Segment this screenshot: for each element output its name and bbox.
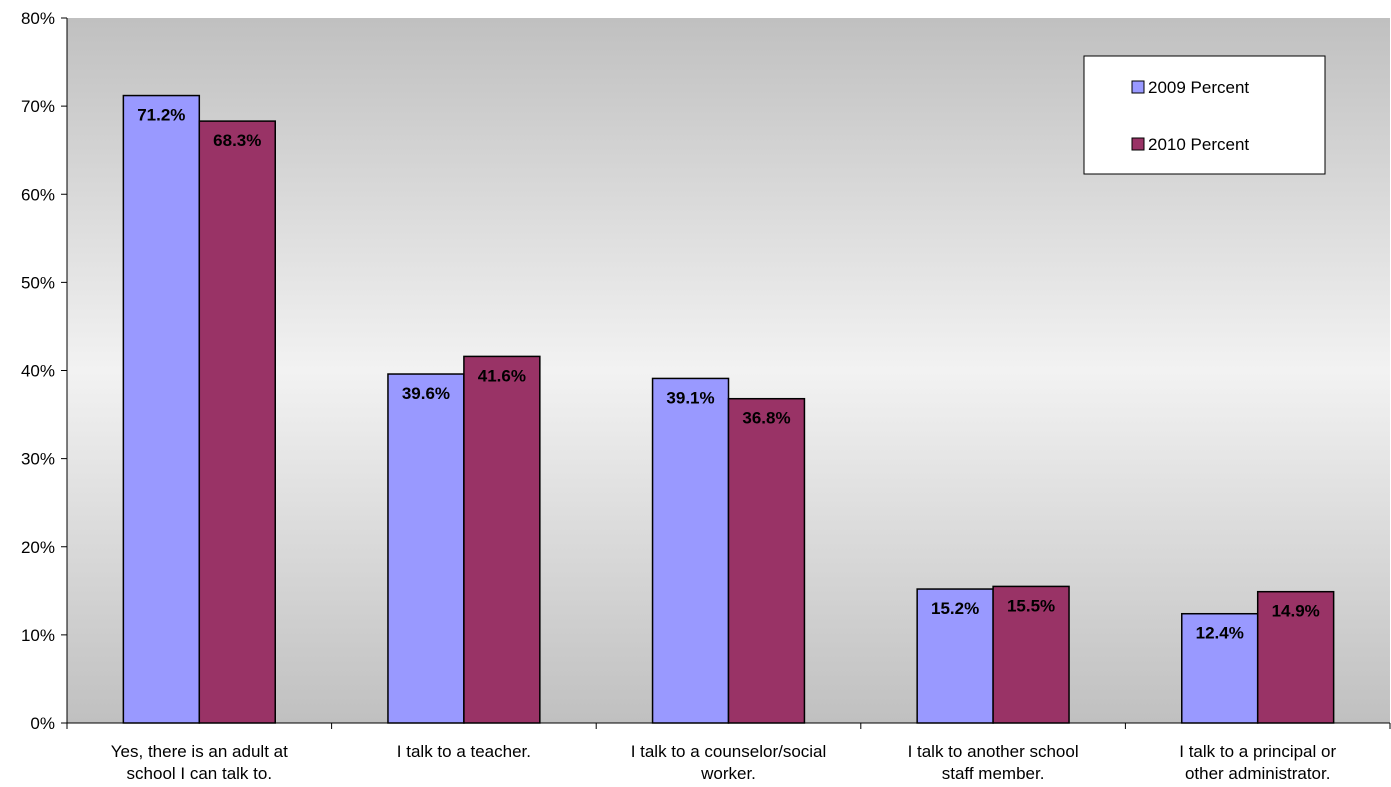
legend-label: 2010 Percent [1148,135,1249,154]
data-label: 39.1% [666,388,714,407]
bar [1181,612,1259,724]
bars-group: 71.2% 68.3% 39.6% 41.6% 39.1% 36.8% 15.2% 15.5%… [122,94,1335,724]
y-tick-label: 80% [21,9,55,28]
data-label: 14.9% [1272,602,1320,621]
legend: 2009 Percent 2010 Percent [1083,55,1326,175]
legend-swatch [1131,137,1145,151]
y-tick-label: 60% [21,185,55,204]
bar [122,94,201,724]
data-label: 15.5% [1007,596,1055,615]
data-label: 71.2% [137,106,185,125]
data-label: 41.6% [478,366,526,385]
y-tick-label: 50% [21,273,55,292]
legend-label: 2009 Percent [1148,78,1249,97]
category-label: I talk to a principal or other administra… [1179,742,1336,783]
category-label-line: I talk to a counselor/social [631,742,827,761]
data-label: 68.3% [213,131,261,150]
category-label-line: I talk to a teacher. [397,742,531,761]
category-label: I talk to another school staff member. [908,742,1079,783]
y-tick-label: 10% [21,626,55,645]
bar [651,377,730,724]
y-tick-label: 40% [21,362,55,381]
category-label-line: Yes, there is an adult at [111,742,288,761]
bar [198,120,276,724]
y-tick-label: 0% [30,714,55,733]
bar [1256,590,1335,724]
category-label: Yes, there is an adult at school I can ta… [111,742,288,783]
category-label: I talk to a counselor/social worker. [631,742,827,783]
category-label-line: other administrator. [1185,764,1331,783]
y-ticks-group: 0% 10% 20% 30% 40% 50% 60% 70% 80% [21,9,67,733]
data-label: 15.2% [931,599,979,618]
category-label: I talk to a teacher. [397,742,531,761]
bar [916,588,994,724]
y-tick-label: 20% [21,538,55,557]
bar [463,355,541,724]
data-label: 36.8% [742,409,790,428]
y-tick-label: 30% [21,450,55,469]
legend-swatch [1131,80,1145,94]
data-label: 12.4% [1196,624,1244,643]
category-label-line: staff member. [942,764,1045,783]
bar [727,397,806,724]
category-label-line: I talk to a principal or [1179,742,1336,761]
data-label: 39.6% [402,384,450,403]
category-label-line: school I can talk to. [127,764,273,783]
category-label-line: worker. [700,764,756,783]
y-tick-label: 70% [21,97,55,116]
legend-box [1083,55,1326,175]
category-labels-group: Yes, there is an adult at school I can ta… [111,742,1337,783]
category-label-line: I talk to another school [908,742,1079,761]
bar [992,585,1070,724]
bar [387,373,465,724]
